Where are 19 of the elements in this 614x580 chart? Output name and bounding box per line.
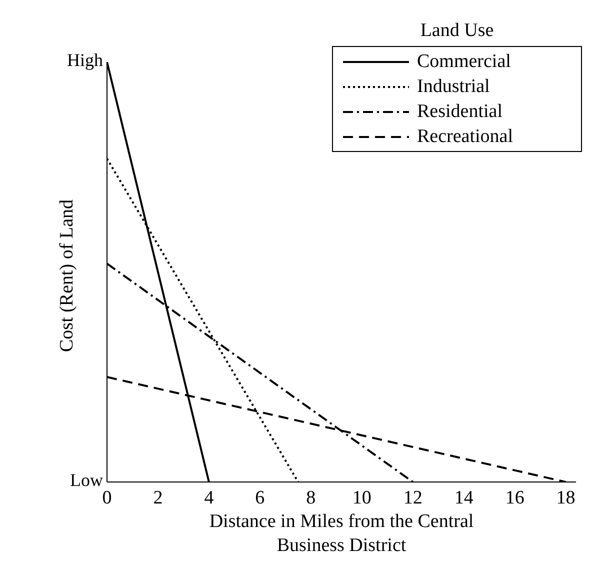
legend-label: Residential [417,100,502,124]
legend-label: Commercial [417,50,511,74]
x-tick-label: 4 [204,487,214,508]
x-tick-label: 0 [102,487,112,508]
text: Low [69,470,103,491]
x-tick-label: 2 [153,487,163,508]
x-tick-label: 8 [306,487,316,508]
x-tick-label: 6 [255,487,265,508]
legend-label: Industrial [417,75,490,99]
text: High [66,50,103,71]
x-tick-label: 18 [556,487,576,508]
x-tick-label: 12 [403,487,422,508]
x-tick-label: 16 [505,487,524,508]
legend-label: Recreational [417,125,514,149]
x-tick-label: 10 [352,487,372,508]
x-axis-title: Distance in Miles from the Central Business District [208,510,475,558]
legend-title: Land Use [419,20,495,42]
x-tick-label: 14 [454,487,474,508]
y-axis-title: Cost (Rent) of Land [56,199,78,352]
